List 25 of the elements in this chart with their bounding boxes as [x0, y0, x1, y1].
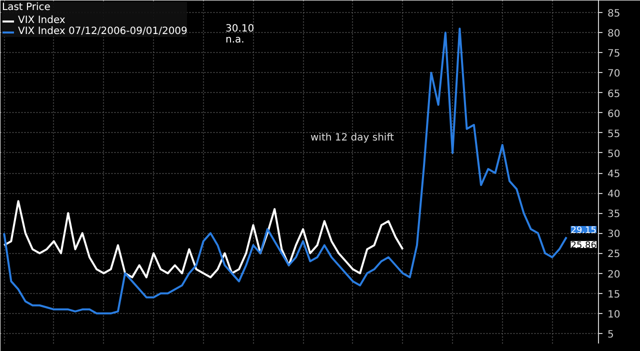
annotation: 30.10	[226, 24, 254, 34]
y-tick-label: 30	[608, 229, 620, 240]
y-tick-label: 35	[608, 209, 620, 220]
annotation: n.a.	[226, 34, 244, 46]
text: 25.86	[570, 241, 597, 251]
y-tick-label: 85	[608, 8, 620, 20]
annotation: with 12 day shift	[310, 132, 394, 144]
legend-label: VIX Index 07/12/2006-09/01/2009	[18, 26, 188, 37]
y-tick-label: 75	[608, 48, 620, 60]
y-tick-label: 20	[608, 269, 620, 280]
y-tick-label: 55	[608, 128, 620, 140]
y-tick-label: 45	[608, 169, 620, 180]
y-tick-label: 40	[608, 189, 620, 200]
y-tick-label: 60	[608, 108, 620, 120]
legend-label: VIX Index	[18, 15, 66, 26]
y-tick-label: 25	[608, 249, 620, 260]
legend-title: Last Price	[2, 2, 52, 13]
y-tick-label: 80	[608, 28, 620, 40]
y-tick-label: 5	[608, 329, 614, 340]
y-tick-label: 10	[608, 309, 620, 320]
y-tick-label: 65	[608, 88, 620, 100]
y-tick-label: 70	[608, 68, 620, 80]
y-tick-label: 15	[608, 289, 620, 300]
line-series	[3, 200, 404, 278]
y-tick-label: 50	[608, 148, 620, 160]
